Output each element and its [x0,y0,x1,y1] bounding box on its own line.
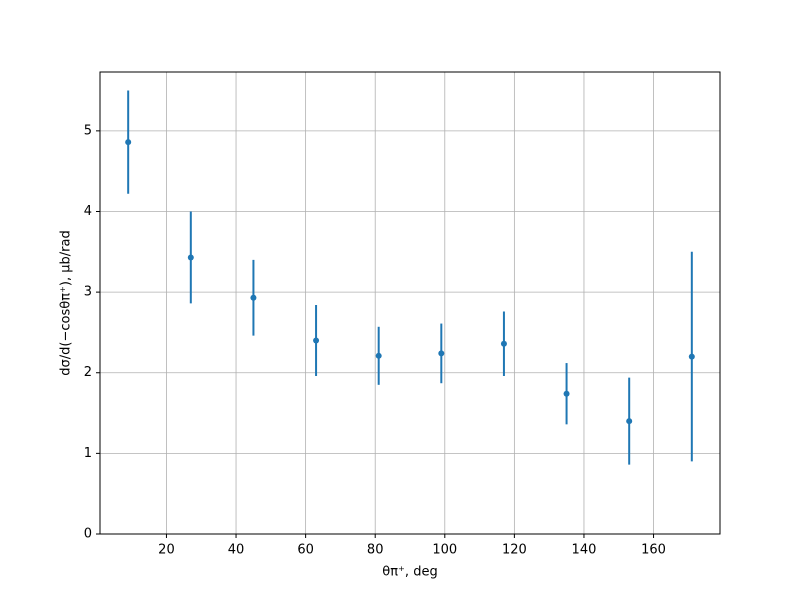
y-tick-label: 4 [84,204,92,219]
data-point [438,350,445,357]
data-point [313,337,320,344]
x-tick-label: 160 [641,543,666,558]
data-point [563,390,570,397]
data-point [688,353,695,360]
y-axis-label: dσ/d(−cosθπ⁺), μb/rad [59,230,74,375]
data-point [187,254,194,261]
x-axis-label: θπ⁺, deg [382,565,437,580]
x-tick-label: 20 [158,543,175,558]
data-point [500,340,507,347]
data-point [125,139,132,146]
y-tick-label: 0 [84,527,92,542]
x-tick-label: 80 [367,543,384,558]
x-tick-label: 140 [572,543,597,558]
plot-frame [99,71,721,535]
y-tick-label: 2 [84,365,92,380]
data-point [375,352,382,359]
y-tick-label: 5 [84,123,92,138]
x-tick-label: 60 [297,543,314,558]
y-tick-label: 1 [84,446,92,461]
x-tick-label: 120 [502,543,527,558]
y-tick-label: 3 [84,285,92,300]
data-point [626,418,633,425]
x-tick-label: 40 [228,543,245,558]
data-point [250,294,257,301]
x-tick-label: 100 [432,543,457,558]
